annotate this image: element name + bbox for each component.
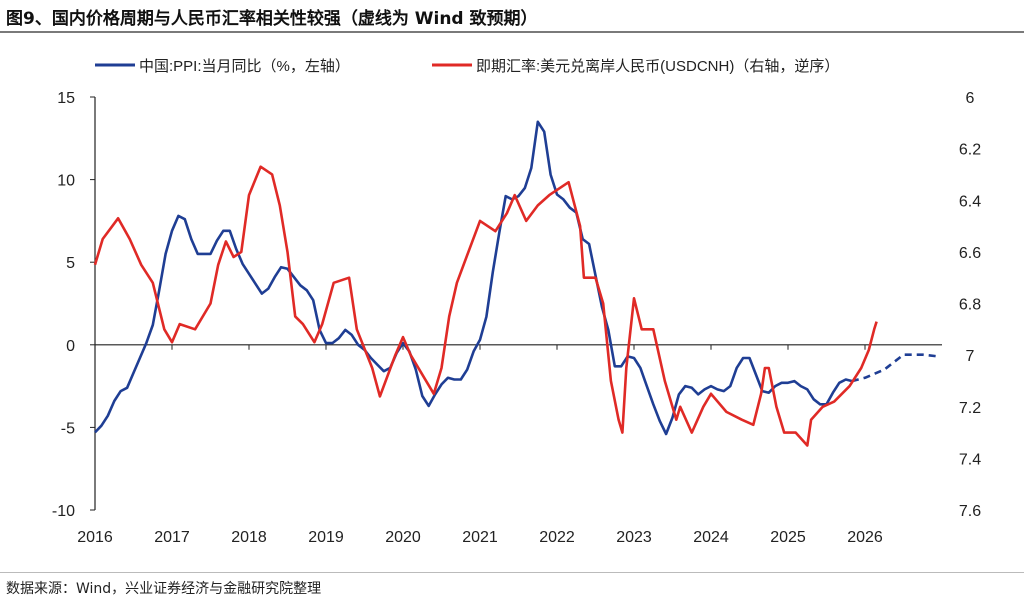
x-tick-label: 2024: [693, 529, 729, 546]
x-tick-label: 2023: [616, 529, 652, 546]
y-left-tick-label: 5: [66, 255, 75, 272]
y-left-tick-label: 10: [57, 173, 75, 190]
legend-label-usdcnh: 即期汇率:美元兑离岸人民币(USDCNH)（右轴，逆序）: [476, 58, 839, 75]
title-divider: [0, 31, 1024, 33]
series-line-2: [93, 165, 878, 447]
y-left-tick-label: -5: [61, 420, 75, 437]
x-tick-label: 2019: [308, 529, 344, 546]
source-note: 数据来源：Wind，兴业证券经济与金融研究院整理: [6, 581, 322, 597]
x-tick-label: 2016: [77, 529, 113, 546]
x-tick-label: 2018: [231, 529, 267, 546]
y-right-tick-label: 7.6: [959, 503, 981, 520]
x-tick-label: 2021: [462, 529, 498, 546]
y-left-tick-label: 0: [66, 338, 75, 355]
x-tick-label: 2022: [539, 529, 575, 546]
chart-title: 图9、国内价格周期与人民币汇率相关性较强（虚线为 Wind 致预期）: [6, 9, 538, 29]
chart: 中国:PPI:当月同比（%，左轴） 即期汇率:美元兑离岸人民币(USDCNH)（…: [52, 58, 981, 546]
y-right-tick-label: 6.4: [959, 193, 981, 210]
y-left-tick-label: -10: [52, 503, 75, 520]
legend: 中国:PPI:当月同比（%，左轴） 即期汇率:美元兑离岸人民币(USDCNH)（…: [95, 58, 839, 75]
y-left-tick-label: 15: [57, 90, 75, 107]
y-right-tick-label: 7.4: [959, 451, 981, 468]
series-line-0: [94, 120, 853, 436]
y-right-tick-label: 6.6: [959, 245, 981, 262]
y-right-tick-label: 6.8: [959, 297, 981, 314]
x-tick-label: 2025: [770, 529, 806, 546]
y-right-tick-label: 7: [966, 348, 975, 365]
x-tick-label: 2026: [847, 529, 883, 546]
x-tick-label: 2020: [385, 529, 421, 546]
y-right-tick-label: 6: [966, 90, 975, 107]
legend-label-ppi: 中国:PPI:当月同比（%，左轴）: [139, 58, 350, 75]
x-tick-label: 2017: [154, 529, 190, 546]
y-right-tick-label: 6.2: [959, 142, 981, 159]
y-right-tick-label: 7.2: [959, 400, 981, 417]
footer-divider: [0, 572, 1024, 573]
